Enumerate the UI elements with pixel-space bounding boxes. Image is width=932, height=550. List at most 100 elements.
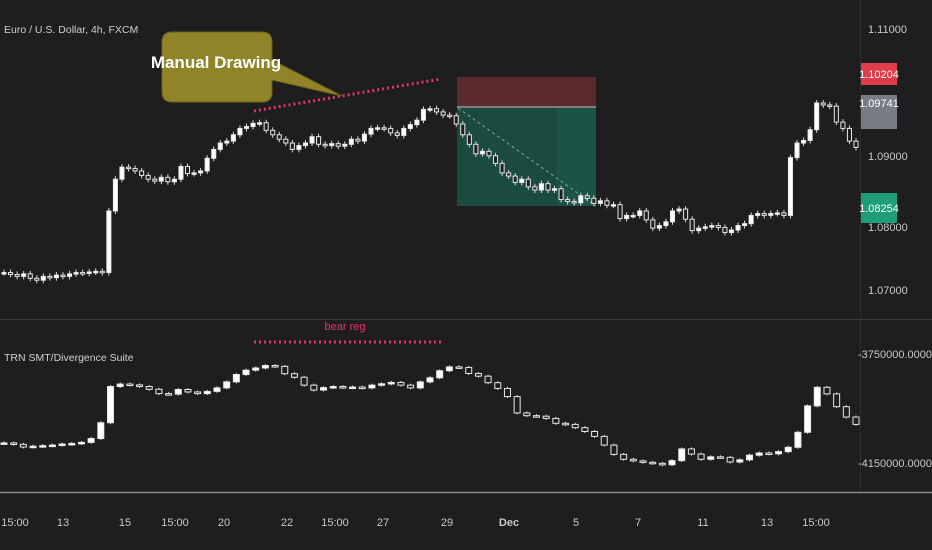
price-tick: 1.09000	[868, 151, 908, 163]
price-candle	[807, 129, 813, 141]
manual-trendline[interactable]	[253, 77, 442, 113]
price-candle	[709, 225, 715, 228]
indicator-candle	[765, 452, 773, 456]
price-candle	[853, 140, 859, 148]
manual-drawing-callout[interactable]: Manual Drawing	[151, 31, 343, 103]
price-candle	[551, 188, 558, 191]
indicator-candle	[697, 453, 705, 460]
price-candle	[696, 227, 702, 232]
time-axis[interactable]: 15:00 13 15 15:00 20 22 15:00 27 29 Dec 5 7 11 13 15:0…	[1, 517, 830, 529]
indicator-candle	[775, 451, 783, 455]
indicator-candle	[378, 383, 386, 386]
rr-diagonal	[457, 107, 597, 207]
indicator-tick: -4150000.00000	[858, 458, 932, 470]
price-candle	[302, 142, 309, 147]
indicator-candle	[620, 453, 628, 460]
price-candle	[263, 122, 269, 131]
time-tick-label: 5	[573, 517, 579, 529]
indicator-candle	[397, 381, 405, 386]
price-candle	[453, 115, 459, 125]
price-candle	[368, 127, 374, 135]
price-candle	[40, 275, 46, 281]
price-candle	[250, 122, 256, 128]
indicator-candle	[407, 384, 415, 389]
price-candle	[289, 142, 295, 150]
price-candle	[204, 157, 210, 172]
indicator-candle	[194, 391, 202, 395]
price-badge-red: 1.10204	[859, 63, 899, 85]
time-tick-label: 13	[57, 517, 69, 529]
indicator-candle	[687, 448, 695, 455]
time-tick-label: 13	[761, 517, 773, 529]
indicator-candle	[261, 365, 269, 369]
indicator-axis[interactable]: -3750000.00000 -4150000.00000	[858, 349, 932, 470]
price-candle	[67, 273, 73, 277]
stop-loss-zone[interactable]	[457, 77, 596, 107]
price-axis[interactable]: 1.11000 1.09000 1.08000 1.07000	[868, 24, 908, 297]
price-candle	[735, 225, 741, 231]
indicator-candle	[68, 442, 76, 446]
price-candle	[643, 210, 649, 221]
indicator-candle	[387, 381, 395, 385]
price-candle	[381, 127, 387, 130]
indicator-candle	[174, 389, 182, 395]
time-tick-label: 15	[119, 517, 131, 529]
indicator-candle	[300, 376, 308, 386]
price-candle	[14, 273, 20, 277]
indicator-candle	[610, 444, 618, 455]
price-candle	[60, 274, 66, 278]
price-candle	[388, 127, 394, 134]
price-candle	[434, 108, 440, 113]
price-candle	[99, 270, 105, 274]
price-candle	[420, 108, 426, 121]
bear-reg-label: bear reg	[325, 321, 366, 333]
price-candle	[276, 134, 282, 140]
indicator-candle	[329, 386, 337, 389]
price-candle	[794, 142, 800, 159]
price-candle	[833, 105, 839, 123]
indicator-candle	[813, 386, 821, 407]
price-candle	[761, 213, 767, 216]
indicator-candle	[58, 443, 66, 447]
price-candle	[669, 210, 676, 223]
price-candle	[8, 272, 14, 275]
time-tick-label: 15:00	[321, 517, 349, 529]
indicator-candle	[349, 386, 357, 390]
price-candle	[578, 195, 584, 204]
indicator-candles	[0, 364, 860, 467]
badge-target-label: 1.08254	[859, 203, 899, 215]
indicator-candle	[716, 456, 724, 459]
indicator-candle	[784, 446, 792, 453]
indicator-candle	[823, 386, 831, 395]
indicator-candle	[29, 445, 37, 449]
price-candle	[519, 178, 525, 183]
price-candle	[676, 208, 682, 212]
price-candle	[656, 225, 662, 229]
indicator-candle	[581, 427, 589, 432]
indicator-candle	[436, 370, 444, 379]
price-candle	[630, 214, 636, 218]
price-candle	[787, 157, 793, 216]
price-candle	[597, 200, 603, 204]
price-candle	[728, 229, 735, 234]
indicator-candle	[136, 384, 144, 388]
indicator-candle	[19, 443, 27, 448]
price-candle	[748, 214, 754, 225]
price-candle	[93, 270, 99, 274]
price-candle	[237, 127, 243, 136]
price-candle	[73, 272, 79, 275]
indicator-candle	[87, 438, 95, 443]
indicator-candle	[474, 372, 482, 377]
price-candle	[401, 127, 407, 136]
price-candles	[1, 100, 859, 284]
price-candle	[538, 183, 544, 191]
time-tick-label: Dec	[499, 517, 519, 529]
indicator-candle	[416, 381, 424, 389]
price-candle	[296, 145, 302, 150]
price-candle	[171, 178, 177, 183]
time-tick-label: 15:00	[1, 517, 29, 529]
indicator-candle	[116, 383, 124, 388]
price-candle	[224, 140, 230, 144]
